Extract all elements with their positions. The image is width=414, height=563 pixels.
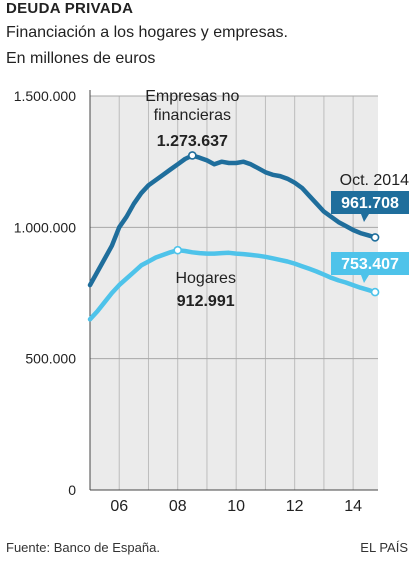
end-value-label-hogares-pointer	[361, 275, 369, 283]
end-value-label-empresas-box	[331, 191, 409, 214]
source-note: Fuente: Banco de España.	[6, 540, 160, 555]
x-tick-label: 12	[286, 498, 304, 515]
y-tick-label: 0	[68, 482, 76, 498]
end-marker-empresas	[370, 233, 380, 242]
x-tick-label: 06	[110, 498, 128, 515]
x-tick-label: 14	[344, 498, 362, 515]
series-label-empresas-line1: Empresas no	[145, 88, 239, 105]
end-value-label-empresas-pointer	[361, 214, 369, 222]
data-label-empresas-peak: 1.273.637	[157, 133, 228, 150]
annotation-date: Oct. 2014	[340, 172, 409, 189]
end-value-label-hogares: 753.407	[341, 256, 399, 273]
chart-subtitle-line2: En millones de euros	[6, 50, 156, 67]
peak-marker-empresas	[188, 151, 197, 160]
peak-marker-hogares	[173, 245, 183, 255]
chart-subtitle-line1: Financiación a los hogares y empresas.	[6, 24, 288, 41]
series-label-empresas-line2: financieras	[154, 107, 231, 124]
y-tick-label: 1.500.000	[14, 88, 76, 104]
brand-label: EL PAÍS	[360, 540, 408, 555]
data-label-hogares-peak: 912.991	[177, 293, 235, 310]
x-tick-label: 10	[227, 498, 245, 515]
end-value-label-hogares-box	[331, 252, 409, 275]
y-tick-label: 1.000.000	[14, 219, 76, 235]
series-label-hogares: Hogares	[175, 270, 235, 287]
series-line-hogares	[87, 247, 378, 322]
y-tick-label: 500.000	[25, 351, 76, 367]
end-value-label-empresas: 961.708	[341, 195, 399, 212]
end-marker-hogares	[370, 287, 380, 297]
series-line-empresas	[87, 153, 378, 288]
chart-title: DEUDA PRIVADA	[6, 0, 134, 17]
x-tick-label: 08	[169, 498, 187, 515]
